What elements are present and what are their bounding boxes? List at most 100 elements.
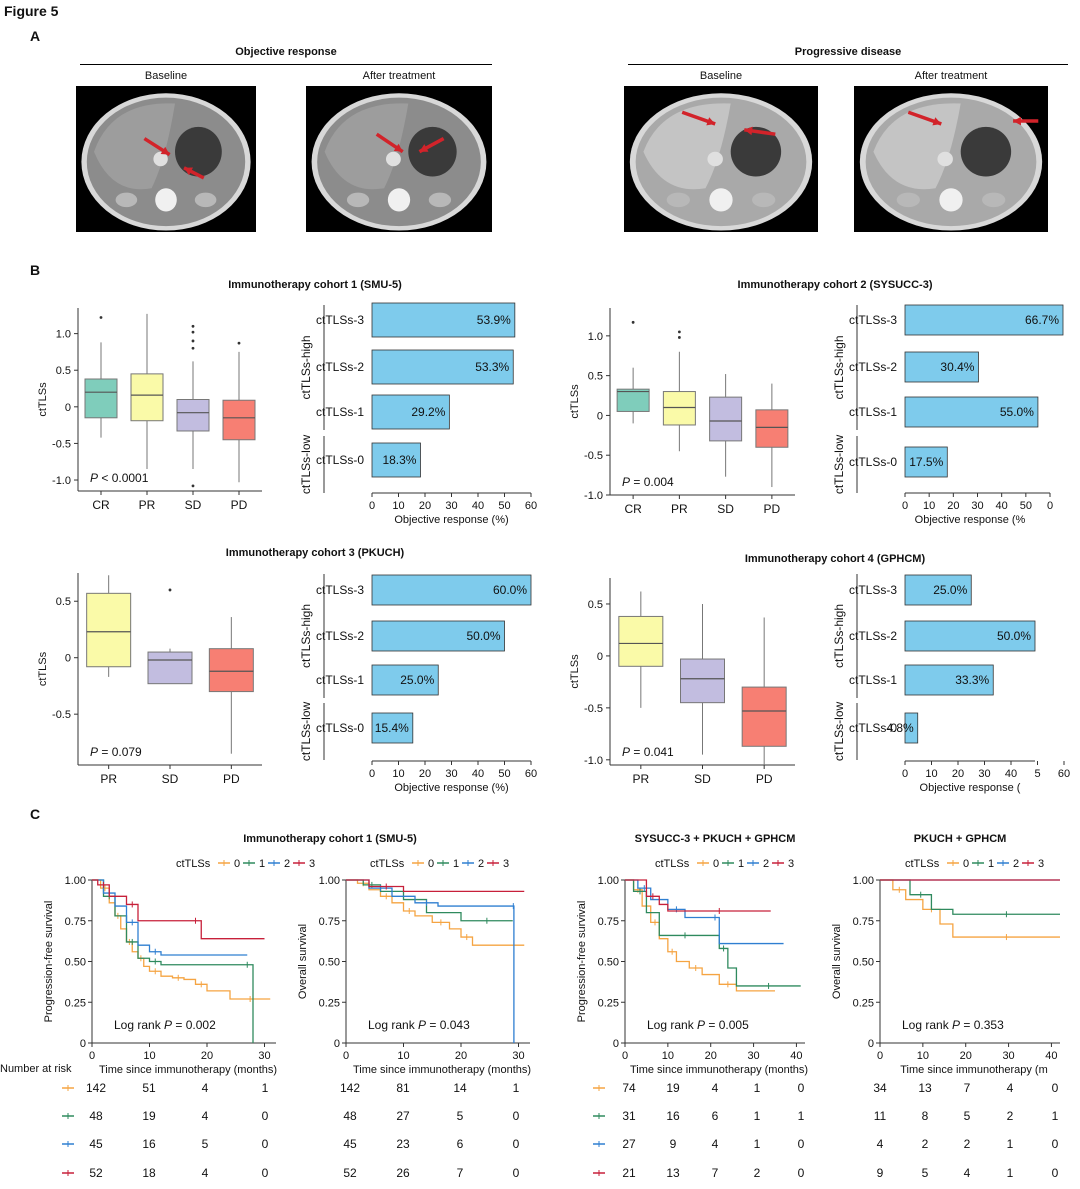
y-tick-label: 0.25 [853, 997, 874, 1009]
risk-count: 27 [622, 1137, 636, 1151]
x-tick-label: 0 [89, 1050, 95, 1062]
y-tick-label: 0 [65, 653, 71, 665]
group-label: ctTLSs-high [299, 335, 313, 399]
x-tick-label: CR [92, 498, 110, 512]
risk-count: 13 [666, 1166, 680, 1180]
outlier-point [191, 346, 195, 350]
outlier-point [191, 484, 195, 488]
group-label: ctTLSs-low [299, 701, 313, 761]
y-tick-label: 0.50 [853, 957, 874, 969]
risk-count: 2 [1007, 1109, 1014, 1123]
risk-count: 34 [873, 1081, 887, 1095]
bar [371, 349, 514, 385]
risk-count: 1 [754, 1137, 761, 1151]
y-axis-label: Overall survival [831, 924, 843, 999]
ct-scan-image [854, 86, 1048, 232]
group-label: ctTLSs-low [299, 434, 313, 494]
x-tick-label: 10 [917, 1050, 929, 1062]
risk-count: 8 [922, 1109, 929, 1123]
bar [371, 574, 532, 606]
bar-value-label: 50.0% [997, 629, 1031, 643]
risk-count: 1 [1007, 1166, 1014, 1180]
x-tick-label: 30 [258, 1050, 270, 1062]
panel-label-a: A [30, 28, 41, 44]
bar-value-label: 50.0% [466, 629, 500, 643]
group-label: ctTLSs-high [299, 604, 313, 668]
km-cohort1-title: Immunotherapy cohort 1 (SMU-5) [243, 833, 417, 845]
risk-count: 1 [798, 1109, 805, 1123]
risk-count: 4 [1007, 1081, 1014, 1095]
y-tick-label: 0.5 [588, 599, 603, 611]
risk-count: 0 [262, 1109, 269, 1123]
bar-category-label: ctTLSs-1 [316, 673, 364, 687]
y-tick-label: 1.00 [853, 875, 874, 887]
risk-count: 4 [877, 1137, 884, 1151]
risk-count: 2 [922, 1137, 929, 1151]
risk-count: 1 [1052, 1109, 1059, 1123]
x-tick-label: 20 [960, 1050, 972, 1062]
y-tick-label: 0.50 [65, 957, 86, 969]
y-axis-label: Progression-free survival [576, 901, 588, 1023]
km-pkuch-gphcm-title: PKUCH + GPHCM [913, 833, 1007, 845]
x-tick-label: 0 [343, 1050, 349, 1062]
p-value: P = 0.079 [90, 745, 142, 759]
x-tick-label: 20 [947, 500, 959, 512]
x-tick-label: 30 [971, 500, 983, 512]
bar [371, 394, 450, 430]
km-combined-title: SYSUCC-3 + PKUCH + GPHCM [634, 833, 796, 845]
box-sd [709, 396, 743, 442]
x-tick-label: 50 [498, 768, 510, 780]
legend-label: 0 [234, 858, 240, 870]
risk-count: 5 [457, 1109, 464, 1123]
x-tick-label: 10 [392, 768, 404, 780]
x-tick-label: 0 [902, 500, 908, 512]
x-tick-label: 0 [369, 768, 375, 780]
x-tick-label: 50 [498, 500, 510, 512]
x-tick-label: PD [756, 772, 773, 786]
bar [904, 664, 994, 696]
x-tick-label: 20 [419, 768, 431, 780]
risk-count: 9 [670, 1137, 677, 1151]
outlier-point [191, 339, 195, 343]
km-curve-1 [346, 879, 513, 922]
x-tick-label: 40 [996, 500, 1008, 512]
x-tick-label: PR [671, 502, 688, 516]
km-curve-1 [880, 879, 1060, 915]
bar-category-label: ctTLSs-3 [316, 583, 364, 597]
legend-label: 3 [788, 858, 794, 870]
legend-title: ctTLSs [905, 858, 940, 870]
outlier-point [631, 320, 635, 324]
bar-value-label: 33.3% [955, 673, 989, 687]
x-tick-label: PD [231, 498, 248, 512]
group-label: ctTLSs-low [832, 701, 846, 761]
x-tick-label: 40 [472, 500, 484, 512]
legend-label: 1 [738, 858, 744, 870]
group-label: ctTLSs-low [832, 434, 846, 494]
bar [904, 574, 972, 606]
risk-count: 21 [622, 1166, 636, 1180]
x-tick-label: 0 [1047, 500, 1053, 512]
risk-count: 0 [513, 1109, 520, 1123]
bar-value-label: 55.0% [1000, 405, 1034, 419]
x-tick-label: 30 [512, 1050, 524, 1062]
legend-label: 2 [478, 858, 484, 870]
x-axis-label: Objective response ( [920, 782, 1021, 794]
legend-label: 0 [963, 858, 969, 870]
x-tick-label: SD [694, 772, 711, 786]
x-tick-label: PD [223, 772, 240, 786]
bar-category-label: ctTLSs-2 [849, 629, 897, 643]
y-tick-label: 1.00 [65, 875, 86, 887]
box-pr [130, 373, 164, 422]
risk-table-title: Number at risk [0, 1063, 72, 1075]
bar [371, 620, 505, 652]
km-curve-0 [880, 879, 1060, 938]
box-cr [616, 388, 650, 412]
box-sd [147, 651, 193, 685]
risk-count: 16 [666, 1109, 680, 1123]
x-tick-label: 40 [472, 768, 484, 780]
bar [371, 302, 516, 338]
risk-count: 0 [798, 1081, 805, 1095]
bar [904, 396, 1039, 428]
legend-title: ctTLSs [176, 858, 211, 870]
bar-category-label: ctTLSs-2 [316, 629, 364, 643]
